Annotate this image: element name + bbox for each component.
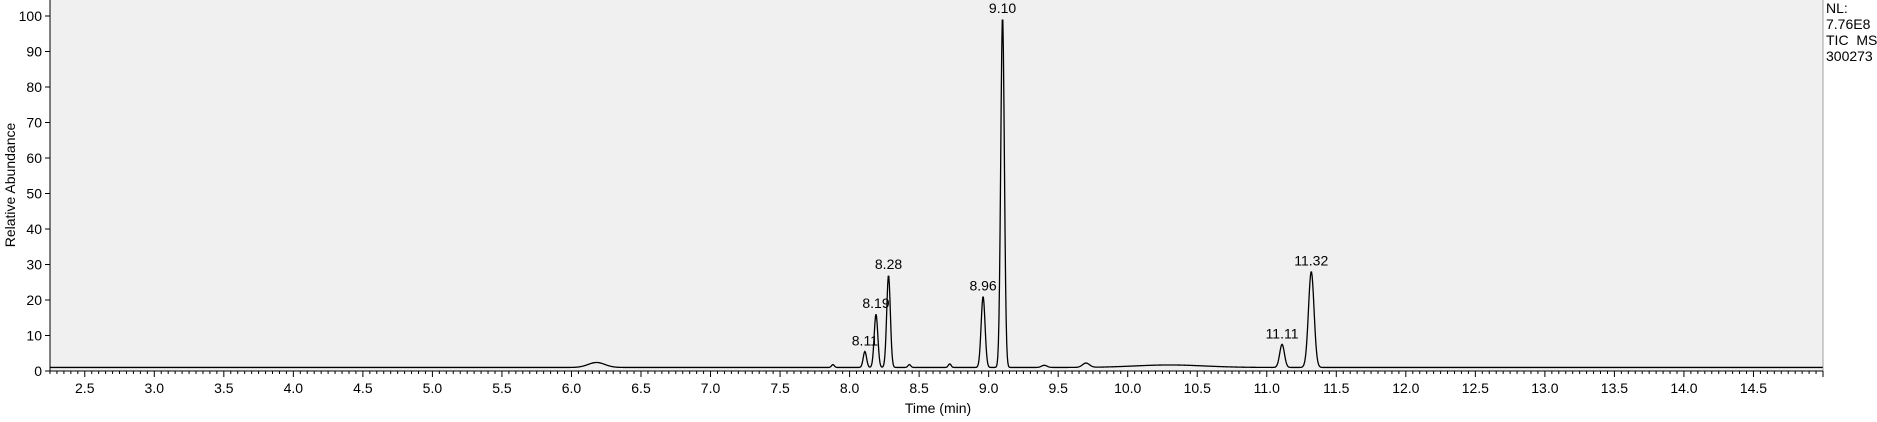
peak-label: 9.10 xyxy=(989,0,1016,16)
nl-label: NL: xyxy=(1826,0,1848,16)
x-tick-label: 7.0 xyxy=(701,380,721,396)
x-tick-label: 9.0 xyxy=(979,380,999,396)
peak-label: 8.28 xyxy=(875,256,902,272)
x-tick-label: 13.0 xyxy=(1531,380,1558,396)
scan-filter: TIC MS xyxy=(1826,32,1877,48)
x-tick-label: 13.5 xyxy=(1601,380,1628,396)
y-tick-label: 20 xyxy=(26,292,42,308)
x-tick-label: 10.0 xyxy=(1114,380,1141,396)
x-tick-label: 4.5 xyxy=(353,380,373,396)
y-tick-label: 60 xyxy=(26,150,42,166)
y-tick-label: 30 xyxy=(26,257,42,273)
peak-label: 8.11 xyxy=(852,332,878,348)
x-tick-label: 14.0 xyxy=(1670,380,1697,396)
x-tick-label: 9.5 xyxy=(1048,380,1068,396)
x-tick-label: 14.5 xyxy=(1740,380,1767,396)
y-tick-label: 50 xyxy=(26,186,42,202)
x-tick-label: 11.5 xyxy=(1323,380,1349,396)
x-axis-title: Time (min) xyxy=(905,400,971,416)
x-tick-label: 2.5 xyxy=(75,380,95,396)
x-tick-label: 3.5 xyxy=(214,380,234,396)
x-tick-label: 4.0 xyxy=(284,380,304,396)
peak-label: 11.32 xyxy=(1294,253,1328,269)
y-tick-label: 10 xyxy=(26,328,42,344)
nl-value: 7.76E8 xyxy=(1826,16,1871,32)
x-tick-label: 5.5 xyxy=(492,380,512,396)
peak-label: 8.19 xyxy=(862,295,889,311)
y-tick-label: 80 xyxy=(26,79,42,95)
peak-labels: 8.11 8.19 8.28 8.96 9.10 11.11 11.32 xyxy=(852,0,1329,348)
sample-id: 300273 xyxy=(1826,48,1873,64)
y-axis: 0 10 20 30 40 50 60 70 80 90 100 xyxy=(19,0,51,379)
x-tick-label: 8.5 xyxy=(909,380,929,396)
x-tick-label: 6.5 xyxy=(631,380,651,396)
x-tick-label: 3.0 xyxy=(145,380,165,396)
instrument-info: NL: 7.76E8 TIC MS 300273 xyxy=(1826,0,1877,64)
x-axis: 2.5 3.0 3.5 4.0 4.5 5.0 5.5 6.0 6.5 7.0 7.5 8.0 8.5 9… xyxy=(49,370,1824,396)
x-tick-label: 11.0 xyxy=(1254,380,1280,396)
tic-trace xyxy=(50,19,1823,369)
y-tick-label: 100 xyxy=(19,8,43,24)
plot-background xyxy=(50,0,1823,371)
peak-label: 11.11 xyxy=(1266,325,1299,341)
y-tick-label: 70 xyxy=(26,115,42,131)
x-tick-label: 5.0 xyxy=(423,380,443,396)
y-tick-label: 40 xyxy=(26,221,42,237)
y-tick-label: 90 xyxy=(26,44,42,60)
y-tick-label: 0 xyxy=(34,363,42,379)
x-tick-label: 12.0 xyxy=(1392,380,1419,396)
x-tick-label: 12.5 xyxy=(1462,380,1489,396)
peak-label: 8.96 xyxy=(969,277,996,293)
x-tick-label: 8.0 xyxy=(840,380,860,396)
x-tick-label: 7.5 xyxy=(770,380,790,396)
x-tick-label: 10.5 xyxy=(1184,380,1211,396)
x-tick-label: 6.0 xyxy=(562,380,582,396)
y-axis-title: Relative Abundance xyxy=(2,123,18,248)
